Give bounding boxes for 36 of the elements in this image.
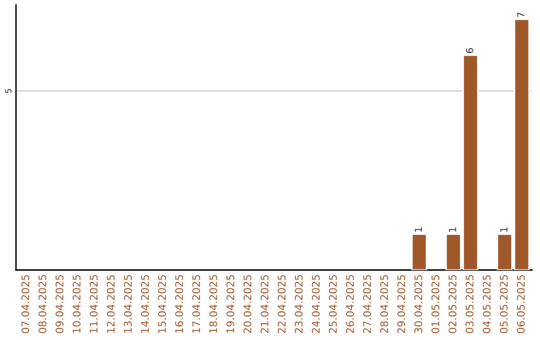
x-tick-label: 07.04.2025 xyxy=(21,275,30,334)
x-tick-label: 08.04.2025 xyxy=(38,275,46,334)
x-tick-label: 03.05.2025 xyxy=(466,275,474,334)
x-tick-label: 12.04.2025 xyxy=(106,275,115,333)
x-tick-label: 19.04.2025 xyxy=(226,275,234,333)
x-tick-label: 05.05.2025 xyxy=(500,275,508,334)
x-tick-label: 26.04.2025 xyxy=(346,275,354,334)
x-tick-label: 29.04.2025 xyxy=(397,275,406,334)
x-tick-label: 14.04.2025 xyxy=(141,275,149,333)
data-label: 6 xyxy=(466,48,474,54)
x-tick-label: 11.04.2025 xyxy=(90,275,98,333)
x-tick-label: 06.05.2025 xyxy=(516,275,525,334)
x-tick-label: 20.04.2025 xyxy=(244,275,252,334)
x-tick-label: 22.04.2025 xyxy=(278,275,286,334)
x-tick-label: 27.04.2025 xyxy=(363,275,371,334)
y-tick-label: 5 xyxy=(5,89,12,93)
x-tick-label: 16.04.2025 xyxy=(175,275,184,333)
x-tick-label: 30.04.2025 xyxy=(414,275,422,334)
x-tick-label: 01.05.2025 xyxy=(431,275,440,334)
x-tick-label: 28.04.2025 xyxy=(380,275,388,334)
x-tick-label: 04.05.2025 xyxy=(482,275,491,334)
x-tick-label: 13.04.2025 xyxy=(124,275,132,333)
x-tick-label: 10.04.2025 xyxy=(72,275,81,333)
x-tick-label: 15.04.2025 xyxy=(158,275,166,333)
data-label: 1 xyxy=(449,228,456,232)
data-label: 1 xyxy=(414,228,422,232)
data-label: 7 xyxy=(517,12,524,18)
x-tick-label: 02.05.2025 xyxy=(448,275,456,334)
x-tick-label: 21.04.2025 xyxy=(260,275,268,334)
x-tick-label: 25.04.2025 xyxy=(328,275,337,334)
x-tick-label: 23.04.2025 xyxy=(294,275,303,334)
x-tick-label: 09.04.2025 xyxy=(56,275,64,334)
x-tick-label: 18.04.2025 xyxy=(209,275,218,333)
data-label: 1 xyxy=(500,228,508,232)
x-tick-label: 24.04.2025 xyxy=(312,275,320,334)
x-tick-label: 17.04.2025 xyxy=(192,275,200,333)
